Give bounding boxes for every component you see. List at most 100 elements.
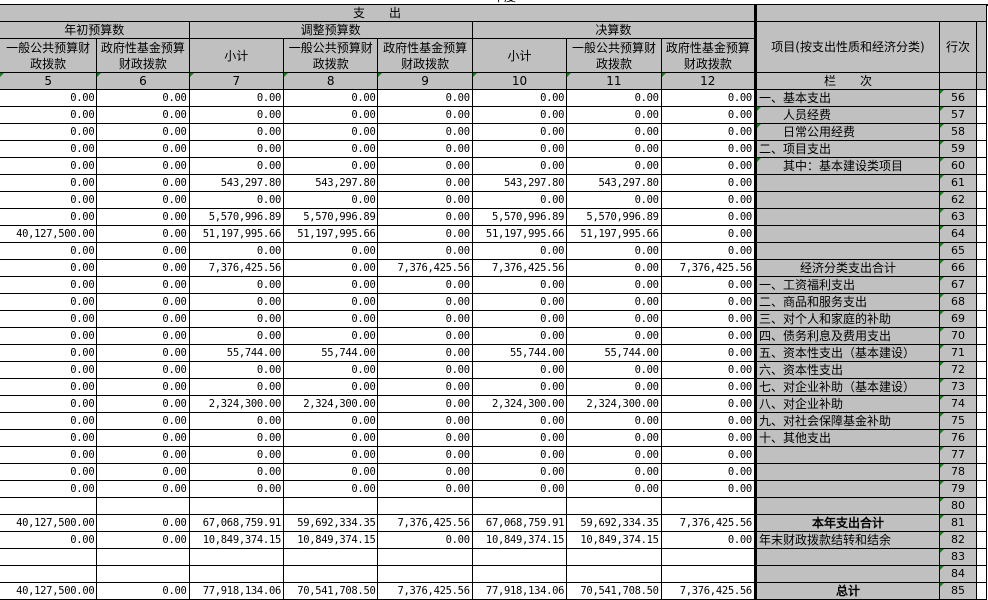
value-cell[interactable]: 0.00 bbox=[660, 310, 756, 328]
value-cell[interactable]: 0.00 bbox=[188, 140, 285, 158]
row-number-cell[interactable]: 60 bbox=[938, 157, 978, 175]
value-cell[interactable]: 5,570,996.89 bbox=[282, 208, 379, 226]
item-label-cell[interactable]: 一、基本支出 bbox=[753, 89, 940, 107]
value-cell[interactable]: 0.00 bbox=[0, 191, 98, 209]
value-cell[interactable]: 0.00 bbox=[96, 293, 190, 311]
value-cell[interactable]: 0.00 bbox=[660, 480, 756, 498]
value-cell[interactable]: 0.00 bbox=[377, 463, 473, 481]
value-cell[interactable]: 0.00 bbox=[566, 463, 662, 481]
value-cell[interactable]: 0.00 bbox=[377, 429, 473, 447]
value-cell[interactable] bbox=[566, 497, 662, 515]
value-cell[interactable]: 0.00 bbox=[377, 327, 473, 345]
item-label-cell[interactable] bbox=[753, 242, 940, 260]
value-cell[interactable]: 0.00 bbox=[96, 174, 190, 192]
item-label-cell[interactable] bbox=[753, 225, 940, 243]
value-cell[interactable]: 0.00 bbox=[96, 106, 190, 124]
value-cell[interactable]: 0.00 bbox=[188, 361, 285, 379]
value-cell[interactable]: 0.00 bbox=[566, 412, 662, 430]
row-number-cell[interactable]: 67 bbox=[938, 276, 978, 294]
value-cell[interactable]: 0.00 bbox=[96, 191, 190, 209]
value-cell[interactable]: 0.00 bbox=[282, 293, 379, 311]
row-number-cell[interactable]: 77 bbox=[938, 446, 978, 464]
value-cell[interactable]: 0.00 bbox=[566, 140, 662, 158]
value-cell[interactable]: 0.00 bbox=[96, 429, 190, 447]
row-number-header[interactable]: 行次 bbox=[938, 21, 978, 73]
initial-budget-header[interactable]: 年初预算数 bbox=[0, 21, 190, 39]
col5-header[interactable]: 一般公共预算财政拨款 bbox=[0, 38, 98, 73]
value-cell[interactable]: 0.00 bbox=[0, 378, 98, 396]
value-cell[interactable]: 0.00 bbox=[282, 327, 379, 345]
value-cell[interactable]: 0.00 bbox=[377, 344, 473, 362]
value-cell[interactable]: 40,127,500.00 bbox=[0, 582, 98, 600]
value-cell[interactable]: 0.00 bbox=[660, 327, 756, 345]
value-cell[interactable]: 0.00 bbox=[96, 480, 190, 498]
value-cell[interactable]: 0.00 bbox=[0, 310, 98, 328]
row-number-cell[interactable]: 59 bbox=[938, 140, 978, 158]
value-cell[interactable]: 0.00 bbox=[566, 276, 662, 294]
extra-cell[interactable] bbox=[976, 531, 987, 549]
value-cell[interactable]: 0.00 bbox=[660, 123, 756, 141]
value-cell[interactable]: 0.00 bbox=[471, 89, 568, 107]
value-cell[interactable] bbox=[471, 497, 568, 515]
value-cell[interactable]: 0.00 bbox=[471, 463, 568, 481]
value-cell[interactable]: 0.00 bbox=[96, 514, 190, 532]
value-cell[interactable]: 0.00 bbox=[0, 531, 98, 549]
row-number-cell[interactable]: 61 bbox=[938, 174, 978, 192]
value-cell[interactable]: 0.00 bbox=[377, 412, 473, 430]
item-column-header[interactable]: 项目(按支出性质和经济分类) bbox=[753, 21, 940, 73]
value-cell[interactable] bbox=[471, 548, 568, 566]
value-cell[interactable]: 77,918,134.06 bbox=[188, 582, 285, 600]
row-number-cell[interactable]: 71 bbox=[938, 344, 978, 362]
item-label-cell[interactable]: 十、其他支出 bbox=[753, 429, 940, 447]
value-cell[interactable]: 0.00 bbox=[282, 378, 379, 396]
item-label-cell[interactable]: 经济分类支出合计 bbox=[753, 259, 940, 277]
item-label-cell[interactable]: 一、工资福利支出 bbox=[753, 276, 940, 294]
col9-header[interactable]: 政府性基金预算财政拨款 bbox=[377, 38, 473, 73]
column-number-cell[interactable]: 12 bbox=[660, 72, 756, 90]
row-number-cell[interactable]: 68 bbox=[938, 293, 978, 311]
value-cell[interactable]: 0.00 bbox=[0, 412, 98, 430]
value-cell[interactable]: 0.00 bbox=[282, 123, 379, 141]
value-cell[interactable]: 0.00 bbox=[0, 140, 98, 158]
value-cell[interactable] bbox=[377, 497, 473, 515]
col11-header[interactable]: 一般公共预算财政拨款 bbox=[566, 38, 662, 73]
value-cell[interactable] bbox=[282, 548, 379, 566]
value-cell[interactable]: 543,297.80 bbox=[471, 174, 568, 192]
value-cell[interactable]: 0.00 bbox=[0, 395, 98, 413]
extra-cell[interactable] bbox=[976, 480, 987, 498]
value-cell[interactable]: 0.00 bbox=[471, 123, 568, 141]
value-cell[interactable]: 5,570,996.89 bbox=[188, 208, 285, 226]
value-cell[interactable]: 0.00 bbox=[660, 208, 756, 226]
value-cell[interactable]: 0.00 bbox=[282, 259, 379, 277]
item-label-cell[interactable]: 八、对企业补助 bbox=[753, 395, 940, 413]
value-cell[interactable]: 0.00 bbox=[0, 174, 98, 192]
value-cell[interactable]: 0.00 bbox=[660, 463, 756, 481]
value-cell[interactable]: 51,197,995.66 bbox=[566, 225, 662, 243]
value-cell[interactable]: 0.00 bbox=[96, 89, 190, 107]
value-cell[interactable]: 0.00 bbox=[96, 531, 190, 549]
value-cell[interactable]: 77,918,134.06 bbox=[471, 582, 568, 600]
extra-cell[interactable] bbox=[976, 310, 987, 328]
value-cell[interactable]: 0.00 bbox=[282, 140, 379, 158]
col8-header[interactable]: 一般公共预算财政拨款 bbox=[282, 38, 379, 73]
column-number-cell[interactable]: 6 bbox=[96, 72, 190, 90]
value-cell[interactable]: 0.00 bbox=[471, 327, 568, 345]
row-number-cell[interactable]: 74 bbox=[938, 395, 978, 413]
value-cell[interactable]: 2,324,300.00 bbox=[188, 395, 285, 413]
value-cell[interactable]: 0.00 bbox=[471, 429, 568, 447]
value-cell[interactable]: 0.00 bbox=[282, 310, 379, 328]
value-cell[interactable]: 0.00 bbox=[566, 378, 662, 396]
value-cell[interactable] bbox=[0, 565, 98, 583]
value-cell[interactable]: 70,541,708.50 bbox=[566, 582, 662, 600]
row-number-cell[interactable]: 76 bbox=[938, 429, 978, 447]
value-cell[interactable]: 0.00 bbox=[660, 361, 756, 379]
value-cell[interactable]: 0.00 bbox=[377, 276, 473, 294]
value-cell[interactable]: 40,127,500.00 bbox=[0, 514, 98, 532]
extra-cell[interactable] bbox=[976, 548, 987, 566]
value-cell[interactable]: 0.00 bbox=[0, 480, 98, 498]
value-cell[interactable] bbox=[96, 548, 190, 566]
value-cell[interactable]: 0.00 bbox=[377, 225, 473, 243]
item-label-cell[interactable] bbox=[753, 497, 940, 515]
value-cell[interactable]: 0.00 bbox=[96, 276, 190, 294]
column-number-cell[interactable]: 5 bbox=[0, 72, 98, 90]
